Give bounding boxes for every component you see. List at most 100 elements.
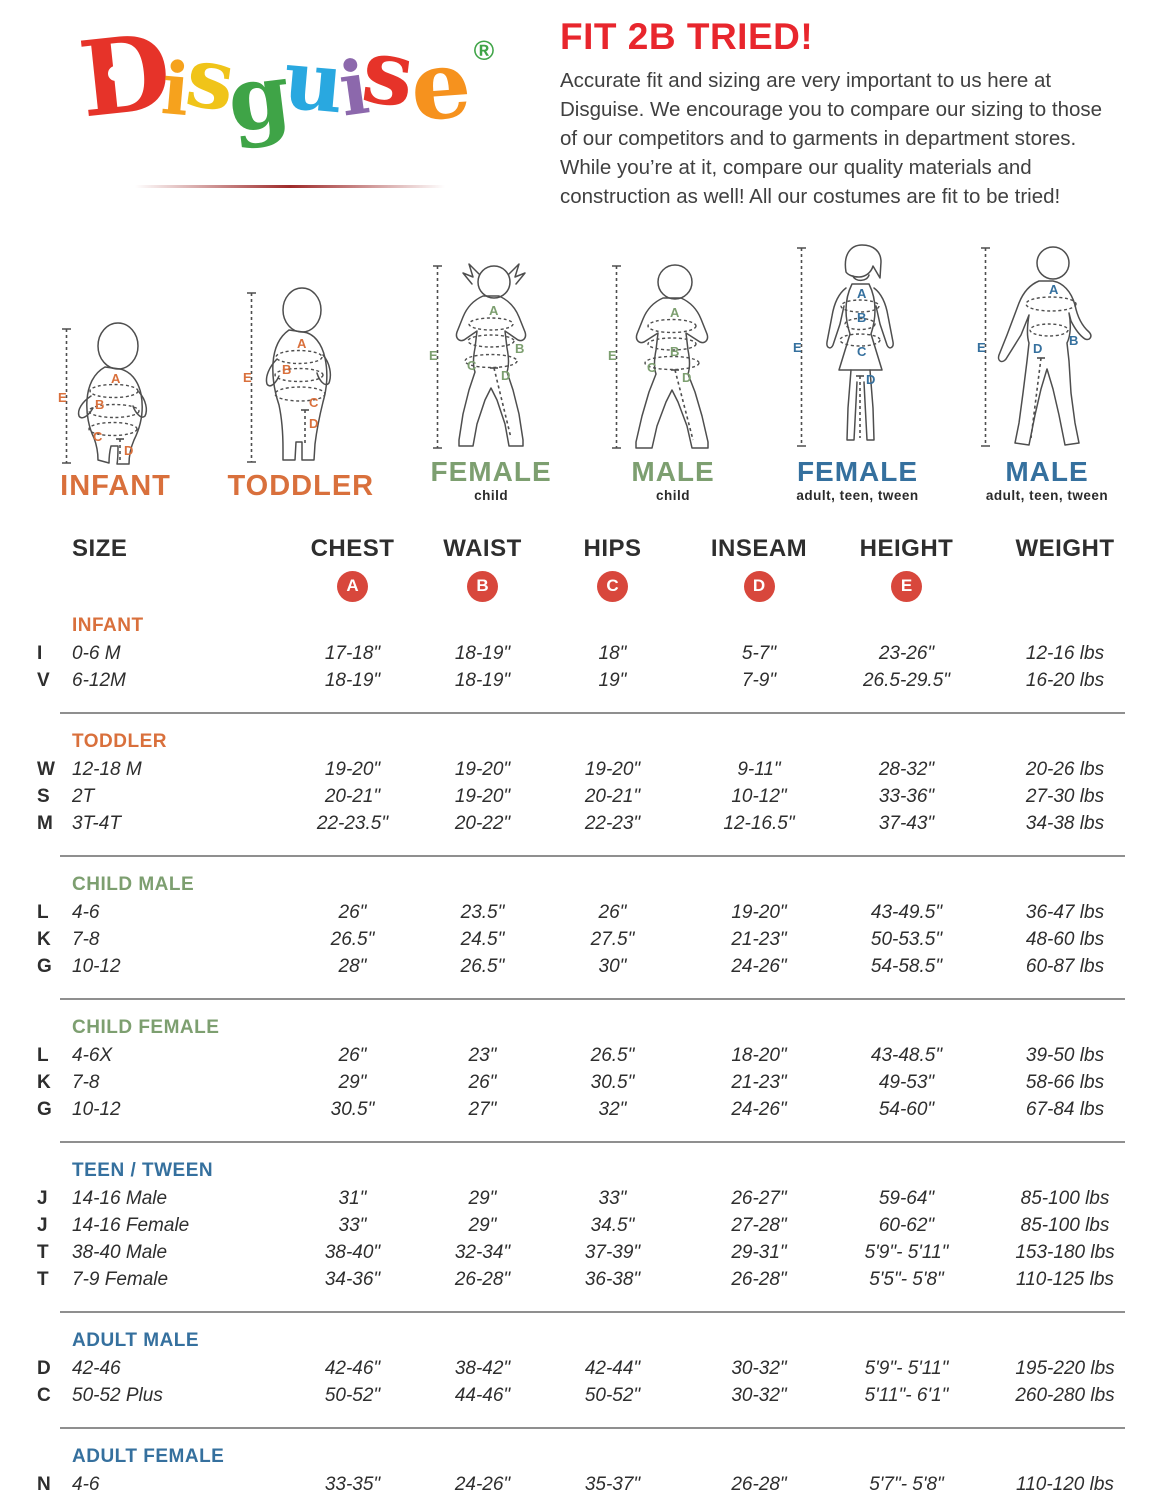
badge-a: A	[337, 570, 368, 602]
row-hips: 30.5"	[590, 1071, 635, 1093]
section-title-row: INFANT	[35, 611, 1155, 640]
row-chest: 28"	[338, 955, 367, 977]
measure-letter-a: A	[857, 286, 867, 301]
row-hips: 37-39"	[584, 1241, 641, 1263]
row-inseam: 24-26"	[731, 955, 787, 977]
row-inseam: 27-28"	[731, 1214, 787, 1236]
row-hips: 19"	[598, 669, 627, 691]
table-row: L 4-6 26" 23.5" 26" 19-20" 43-49.5" 36-4…	[35, 899, 1155, 926]
row-code: K	[37, 1071, 51, 1093]
row-height: 43-49.5"	[870, 901, 943, 923]
row-chest: 22-23.5"	[316, 812, 389, 834]
row-hips: 26"	[598, 901, 627, 923]
table-row: S 2T 20-21" 19-20" 20-21" 10-12" 33-36" …	[35, 783, 1155, 810]
row-chest: 29"	[338, 1071, 367, 1093]
column-header-waist: WAIST	[443, 535, 522, 562]
table-row: W 12-18 M 19-20" 19-20" 19-20" 9-11" 28-…	[35, 756, 1155, 783]
row-inseam: 26-28"	[731, 1268, 787, 1290]
row-code: K	[37, 928, 51, 950]
row-hips: 19-20"	[584, 758, 641, 780]
row-code: T	[37, 1241, 49, 1263]
measure-letter-e: E	[977, 340, 986, 355]
row-inseam: 26-27"	[731, 1187, 787, 1209]
registered-trademark-icon: ®	[473, 35, 495, 66]
row-size: 0-6 M	[72, 642, 121, 664]
section-title-row: TODDLER	[35, 727, 1155, 756]
row-inseam: 21-23"	[731, 1071, 787, 1093]
figure-label-female-adult: FEMALE	[796, 456, 919, 487]
row-size: 7-8	[72, 1071, 100, 1093]
figure-sublabel-female-child: child	[474, 488, 509, 503]
row-waist: 19-20"	[454, 758, 511, 780]
row-code: I	[37, 642, 43, 664]
table-header-row: SIZE CHEST WAIST HIPS INSEAM HEIGHT WEIG…	[35, 533, 1155, 565]
measure-letter-b: B	[1069, 333, 1078, 348]
measure-letter-d: D	[501, 368, 510, 383]
row-chest: 33"	[338, 1214, 367, 1236]
row-chest: 42-46"	[324, 1357, 381, 1379]
row-height: 50-53.5"	[870, 928, 943, 950]
figure-label-toddler: TODDLER	[227, 470, 375, 502]
section-title-row: CHILD MALE	[35, 870, 1155, 899]
figure-male-child: A B C D E MALE child	[608, 258, 738, 503]
row-chest: 30.5"	[330, 1098, 375, 1120]
row-waist: 38-42"	[454, 1357, 511, 1379]
row-waist: 23"	[468, 1044, 497, 1066]
section-divider	[60, 1311, 1125, 1313]
section-title: CHILD FEMALE	[72, 1016, 220, 1038]
measure-letter-c: C	[857, 344, 867, 359]
row-chest: 17-18"	[324, 642, 381, 664]
measure-letter-d: D	[682, 370, 691, 385]
figure-toddler: A B C D E TODDLER	[227, 282, 374, 503]
measure-letter-a: A	[297, 336, 307, 351]
row-code: W	[37, 758, 55, 780]
row-waist: 23.5"	[460, 901, 505, 923]
row-chest: 26"	[338, 901, 367, 923]
row-inseam: 26-28"	[731, 1473, 787, 1495]
table-row: I 0-6 M 17-18" 18-19" 18" 5-7" 23-26" 12…	[35, 640, 1155, 667]
female-adult-illustration-svg: A B C D E	[793, 244, 894, 447]
row-code: N	[37, 1473, 51, 1495]
row-chest: 31"	[338, 1187, 367, 1209]
measure-letter-e: E	[429, 348, 438, 363]
row-hips: 27.5"	[590, 928, 635, 950]
row-size: 7-8	[72, 928, 100, 950]
row-waist: 32-34"	[454, 1241, 511, 1263]
measure-letter-d: D	[866, 372, 875, 387]
section-title: TODDLER	[72, 730, 167, 752]
row-weight: 58-66 lbs	[1025, 1071, 1105, 1093]
row-inseam: 18-20"	[731, 1044, 787, 1066]
table-row: N 4-6 33-35" 24-26" 35-37" 26-28" 5'7"- …	[35, 1471, 1155, 1498]
row-inseam: 7-9"	[741, 669, 777, 691]
row-hips: 50-52"	[584, 1384, 641, 1406]
row-size: 10-12	[72, 1098, 121, 1120]
row-hips: 22-23"	[584, 812, 641, 834]
table-section: INFANT I 0-6 M 17-18" 18-19" 18" 5-7" 23…	[35, 607, 1155, 703]
measure-letter-b: B	[95, 397, 104, 412]
row-code: G	[37, 1098, 52, 1120]
row-chest: 18-19"	[324, 669, 381, 691]
row-code: S	[37, 785, 50, 807]
row-waist: 44-46"	[454, 1384, 511, 1406]
section-title-row: CHILD FEMALE	[35, 1013, 1155, 1042]
row-height: 54-60"	[878, 1098, 935, 1120]
row-height: 28-32"	[878, 758, 935, 780]
row-inseam: 30-32"	[731, 1357, 787, 1379]
section-title: ADULT FEMALE	[72, 1445, 225, 1467]
row-waist: 29"	[468, 1187, 497, 1209]
table-row: T 38-40 Male 38-40" 32-34" 37-39" 29-31"…	[35, 1239, 1155, 1266]
row-code: M	[37, 812, 53, 834]
badge-d: D	[743, 570, 775, 602]
measure-letter-a: A	[489, 303, 499, 318]
row-hips: 42-44"	[584, 1357, 641, 1379]
row-weight: 16-20 lbs	[1025, 669, 1105, 691]
measure-letter-b: B	[515, 341, 524, 356]
row-code: V	[37, 669, 50, 691]
section-title: ADULT MALE	[72, 1329, 200, 1351]
row-inseam: 5-7"	[741, 642, 777, 664]
row-size: 6-12M	[72, 669, 126, 691]
figure-sublabel-male-adult: adult, teen, tween	[985, 488, 1109, 503]
measure-letter-c: C	[467, 358, 477, 373]
figure-infant: A B C D E INFANT	[58, 316, 173, 503]
